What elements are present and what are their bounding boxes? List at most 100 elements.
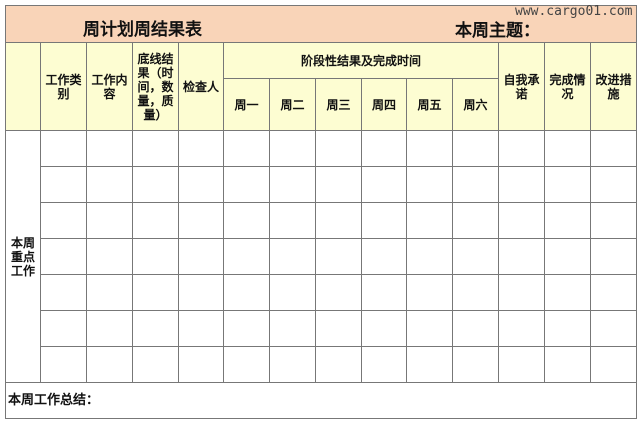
- table-cell[interactable]: [178, 130, 224, 167]
- table-cell[interactable]: [361, 166, 407, 203]
- table-row: [6, 274, 638, 311]
- table-cell[interactable]: [498, 274, 545, 311]
- table-cell[interactable]: [361, 130, 407, 167]
- table-cell[interactable]: [269, 166, 316, 203]
- table-cell[interactable]: [544, 274, 591, 311]
- table-cell[interactable]: [498, 130, 545, 167]
- table-cell[interactable]: [86, 346, 133, 383]
- table-cell[interactable]: [269, 310, 316, 347]
- table-cell[interactable]: [406, 310, 453, 347]
- table-cell[interactable]: [223, 310, 270, 347]
- table-cell[interactable]: [498, 202, 545, 239]
- table-cell[interactable]: [589, 238, 638, 275]
- table-cell[interactable]: [589, 310, 638, 347]
- table-cell[interactable]: [40, 166, 87, 203]
- table-cell[interactable]: [406, 166, 453, 203]
- table-row: [6, 310, 638, 347]
- table-cell[interactable]: [40, 274, 87, 311]
- table-cell[interactable]: [223, 238, 270, 275]
- table-cell[interactable]: [544, 166, 591, 203]
- table-cell[interactable]: [223, 202, 270, 239]
- table-cell[interactable]: [544, 310, 591, 347]
- table-cell[interactable]: [86, 310, 133, 347]
- table-cell[interactable]: [544, 202, 591, 239]
- table-cell[interactable]: [406, 130, 453, 167]
- table-cell[interactable]: [498, 166, 545, 203]
- table-cell[interactable]: [269, 202, 316, 239]
- table-cell[interactable]: [132, 238, 179, 275]
- table-cell[interactable]: [40, 202, 87, 239]
- table-cell[interactable]: [544, 238, 591, 275]
- table-cell[interactable]: [452, 130, 499, 167]
- table-cell[interactable]: [452, 310, 499, 347]
- summary-label: 本周工作总结：: [8, 392, 100, 408]
- table-cell[interactable]: [406, 202, 453, 239]
- table-cell[interactable]: [589, 346, 638, 383]
- header-inspector: 检查人: [178, 42, 224, 131]
- table-cell[interactable]: [269, 130, 316, 167]
- table-cell[interactable]: [178, 274, 224, 311]
- table-cell[interactable]: [223, 274, 270, 311]
- table-cell[interactable]: [178, 346, 224, 383]
- table-cell[interactable]: [361, 346, 407, 383]
- summary-cell[interactable]: 本周工作总结：: [4, 382, 638, 419]
- table-cell[interactable]: [269, 274, 316, 311]
- table-cell[interactable]: [178, 202, 224, 239]
- table-cell[interactable]: [86, 238, 133, 275]
- table-cell[interactable]: [269, 238, 316, 275]
- table-cell[interactable]: [132, 274, 179, 311]
- table-cell[interactable]: [178, 166, 224, 203]
- table-cell[interactable]: [361, 274, 407, 311]
- table-cell[interactable]: [40, 130, 87, 167]
- table-cell[interactable]: [544, 346, 591, 383]
- table-cell[interactable]: [315, 166, 362, 203]
- table-cell[interactable]: [315, 202, 362, 239]
- table-cell[interactable]: [452, 274, 499, 311]
- table-cell[interactable]: [132, 166, 179, 203]
- header-wednesday: 周三: [315, 78, 362, 131]
- table-cell[interactable]: [406, 238, 453, 275]
- table-cell[interactable]: [498, 238, 545, 275]
- table-cell[interactable]: [86, 202, 133, 239]
- table-cell[interactable]: [178, 310, 224, 347]
- table-cell[interactable]: [406, 346, 453, 383]
- table-cell[interactable]: [40, 346, 87, 383]
- table-cell[interactable]: [589, 202, 638, 239]
- table-cell[interactable]: [223, 130, 270, 167]
- watermark: www.cargo01.com: [515, 4, 633, 19]
- table-cell[interactable]: [269, 346, 316, 383]
- table-cell[interactable]: [406, 274, 453, 311]
- table-cell[interactable]: [544, 130, 591, 167]
- table-cell[interactable]: [452, 238, 499, 275]
- table-cell[interactable]: [86, 130, 133, 167]
- table-cell[interactable]: [315, 274, 362, 311]
- table-cell[interactable]: [452, 166, 499, 203]
- table-cell[interactable]: [86, 166, 133, 203]
- table-cell[interactable]: [361, 202, 407, 239]
- table-cell[interactable]: [589, 274, 638, 311]
- table-cell[interactable]: [361, 238, 407, 275]
- table-cell[interactable]: [132, 310, 179, 347]
- table-cell[interactable]: [452, 346, 499, 383]
- table-cell[interactable]: [315, 238, 362, 275]
- table-cell[interactable]: [315, 346, 362, 383]
- table-cell[interactable]: [589, 130, 638, 167]
- table-cell[interactable]: [589, 166, 638, 203]
- table-title: 周计划周结果表: [83, 20, 202, 40]
- table-cell[interactable]: [40, 310, 87, 347]
- table-cell[interactable]: [223, 166, 270, 203]
- table-cell[interactable]: [132, 346, 179, 383]
- table-cell[interactable]: [452, 202, 499, 239]
- table-cell[interactable]: [498, 310, 545, 347]
- header-improvement: 改进措施: [589, 42, 638, 131]
- table-cell[interactable]: [361, 310, 407, 347]
- table-cell[interactable]: [132, 202, 179, 239]
- table-cell[interactable]: [40, 238, 87, 275]
- table-cell[interactable]: [132, 130, 179, 167]
- table-cell[interactable]: [223, 346, 270, 383]
- table-cell[interactable]: [498, 346, 545, 383]
- table-cell[interactable]: [315, 310, 362, 347]
- table-cell[interactable]: [86, 274, 133, 311]
- table-cell[interactable]: [178, 238, 224, 275]
- table-cell[interactable]: [315, 130, 362, 167]
